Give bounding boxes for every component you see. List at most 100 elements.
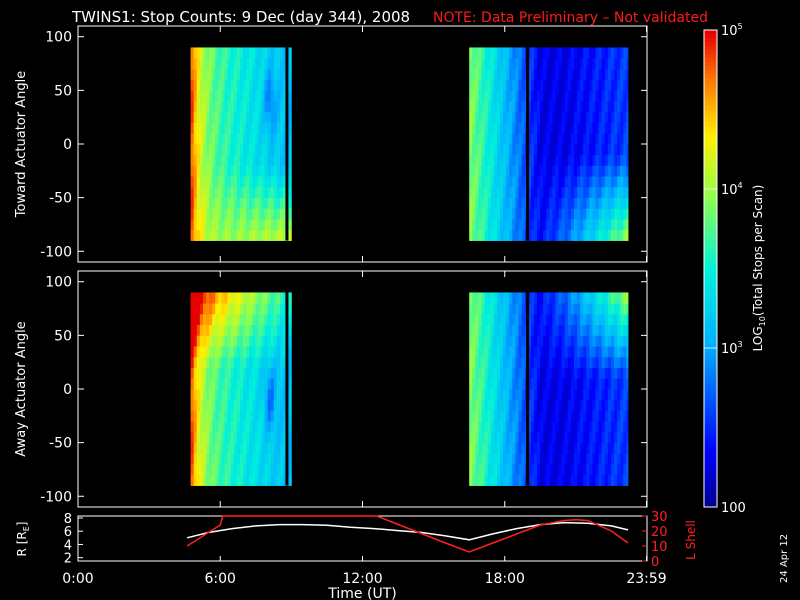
heatmap-cell — [604, 208, 609, 220]
heatmap-cell — [490, 399, 495, 411]
heatmap-cell — [614, 431, 618, 444]
heatmap-cell — [530, 313, 535, 326]
heatmap-cell — [500, 229, 504, 241]
heatmap-cell — [218, 154, 222, 166]
heatmap-cell — [503, 410, 507, 422]
colorbar-segment — [704, 157, 717, 162]
heatmap-cell — [190, 154, 195, 166]
heatmap-cell — [626, 442, 629, 454]
heatmap-cell — [558, 292, 563, 304]
heatmap-cell — [255, 176, 259, 188]
heatmap-cell — [193, 154, 198, 166]
heatmap-cell — [577, 421, 581, 433]
heatmap-cell — [276, 90, 281, 102]
heatmap-cell — [626, 144, 629, 156]
heatmap-cell — [552, 313, 556, 326]
heatmap-cell — [270, 197, 275, 209]
heatmap-cell — [589, 335, 593, 347]
heatmap-cell — [227, 122, 232, 134]
heatmap-cell — [258, 313, 262, 326]
heatmap-cell — [527, 58, 532, 70]
heatmap-cell — [580, 453, 584, 465]
heatmap-cell — [595, 229, 600, 241]
heatmap-cell — [518, 229, 522, 241]
heatmap-cell — [617, 219, 621, 231]
heatmap-cell — [196, 229, 201, 241]
heatmap-cell — [481, 453, 485, 465]
heatmap-cell — [224, 101, 228, 113]
heatmap-cell — [589, 186, 593, 199]
heatmap-cell — [503, 79, 507, 91]
heatmap-cell — [503, 474, 507, 486]
heatmap-cell — [475, 154, 479, 166]
heatmap-cell — [533, 389, 538, 401]
heatmap-cell — [196, 421, 201, 433]
heatmap-cell — [196, 453, 201, 465]
heatmap-cell — [276, 165, 281, 177]
heatmap-cell — [595, 197, 600, 209]
heatmap-cell — [506, 313, 510, 326]
heatmap-cell — [598, 442, 603, 454]
heatmap-cell — [546, 421, 550, 433]
heatmap-cell — [196, 165, 201, 177]
heatmap-cell — [592, 186, 596, 199]
heatmap-cell — [518, 133, 522, 145]
heatmap-cell — [506, 58, 510, 70]
heatmap-cell — [196, 208, 201, 220]
heatmap-cell — [530, 122, 535, 134]
heatmap-cell — [233, 111, 238, 123]
heatmap-cell — [506, 197, 510, 209]
heatmap-cell — [546, 101, 550, 113]
heatmap-cell — [267, 197, 272, 209]
heatmap-cell — [209, 313, 213, 326]
heatmap-cell — [255, 346, 259, 358]
heatmap-cell — [500, 122, 504, 134]
heatmap-cell — [478, 378, 482, 390]
heatmap-cell — [227, 186, 232, 199]
heatmap-cell — [496, 399, 501, 411]
heatmap-cell — [546, 410, 550, 422]
heatmap-cell — [589, 346, 593, 358]
heatmap-cell — [484, 111, 489, 123]
heatmap-cell — [527, 79, 532, 91]
heatmap-cell — [500, 208, 504, 220]
heatmap-cell — [487, 313, 492, 326]
heatmap-cell — [558, 431, 563, 444]
heatmap-cell — [496, 421, 501, 433]
heatmap-cell — [589, 90, 593, 102]
heatmap-cell — [267, 176, 272, 188]
heatmap-cell — [218, 303, 222, 315]
heatmap-cell — [595, 389, 600, 401]
heatmap-cell — [614, 122, 618, 134]
heatmap-cell — [543, 47, 547, 59]
heatmap-cell — [570, 90, 575, 102]
heatmap-cell — [472, 324, 476, 336]
heatmap-cell — [239, 464, 244, 476]
heatmap-cell — [536, 399, 541, 411]
heatmap-cell — [610, 335, 615, 347]
heatmap-cell — [536, 313, 541, 326]
heatmap-cell — [561, 464, 566, 476]
heatmap-cell — [202, 410, 207, 422]
heatmap-cell — [273, 399, 278, 411]
heatmap-cell — [506, 335, 510, 347]
heatmap-cell — [515, 335, 519, 347]
heatmap-cell — [215, 292, 219, 304]
heatmap-cell — [592, 144, 596, 156]
heatmap-cell — [533, 101, 538, 113]
heatmap-cell — [487, 346, 492, 358]
heatmap-cell — [280, 367, 284, 379]
heatmap-cell — [221, 122, 225, 134]
heatmap-cell — [249, 292, 253, 304]
heatmap-cell — [255, 229, 259, 241]
heatmap-cell — [503, 176, 507, 188]
heatmap-cell — [227, 303, 232, 315]
heatmap-cell — [540, 165, 544, 177]
heatmap-cell — [610, 389, 615, 401]
heatmap-cell — [246, 303, 250, 315]
heatmap-cell — [475, 356, 479, 368]
heatmap-cell — [543, 229, 547, 241]
heatmap-cell — [586, 346, 590, 358]
heatmap-cell — [283, 324, 287, 336]
heatmap-cell — [592, 165, 596, 177]
